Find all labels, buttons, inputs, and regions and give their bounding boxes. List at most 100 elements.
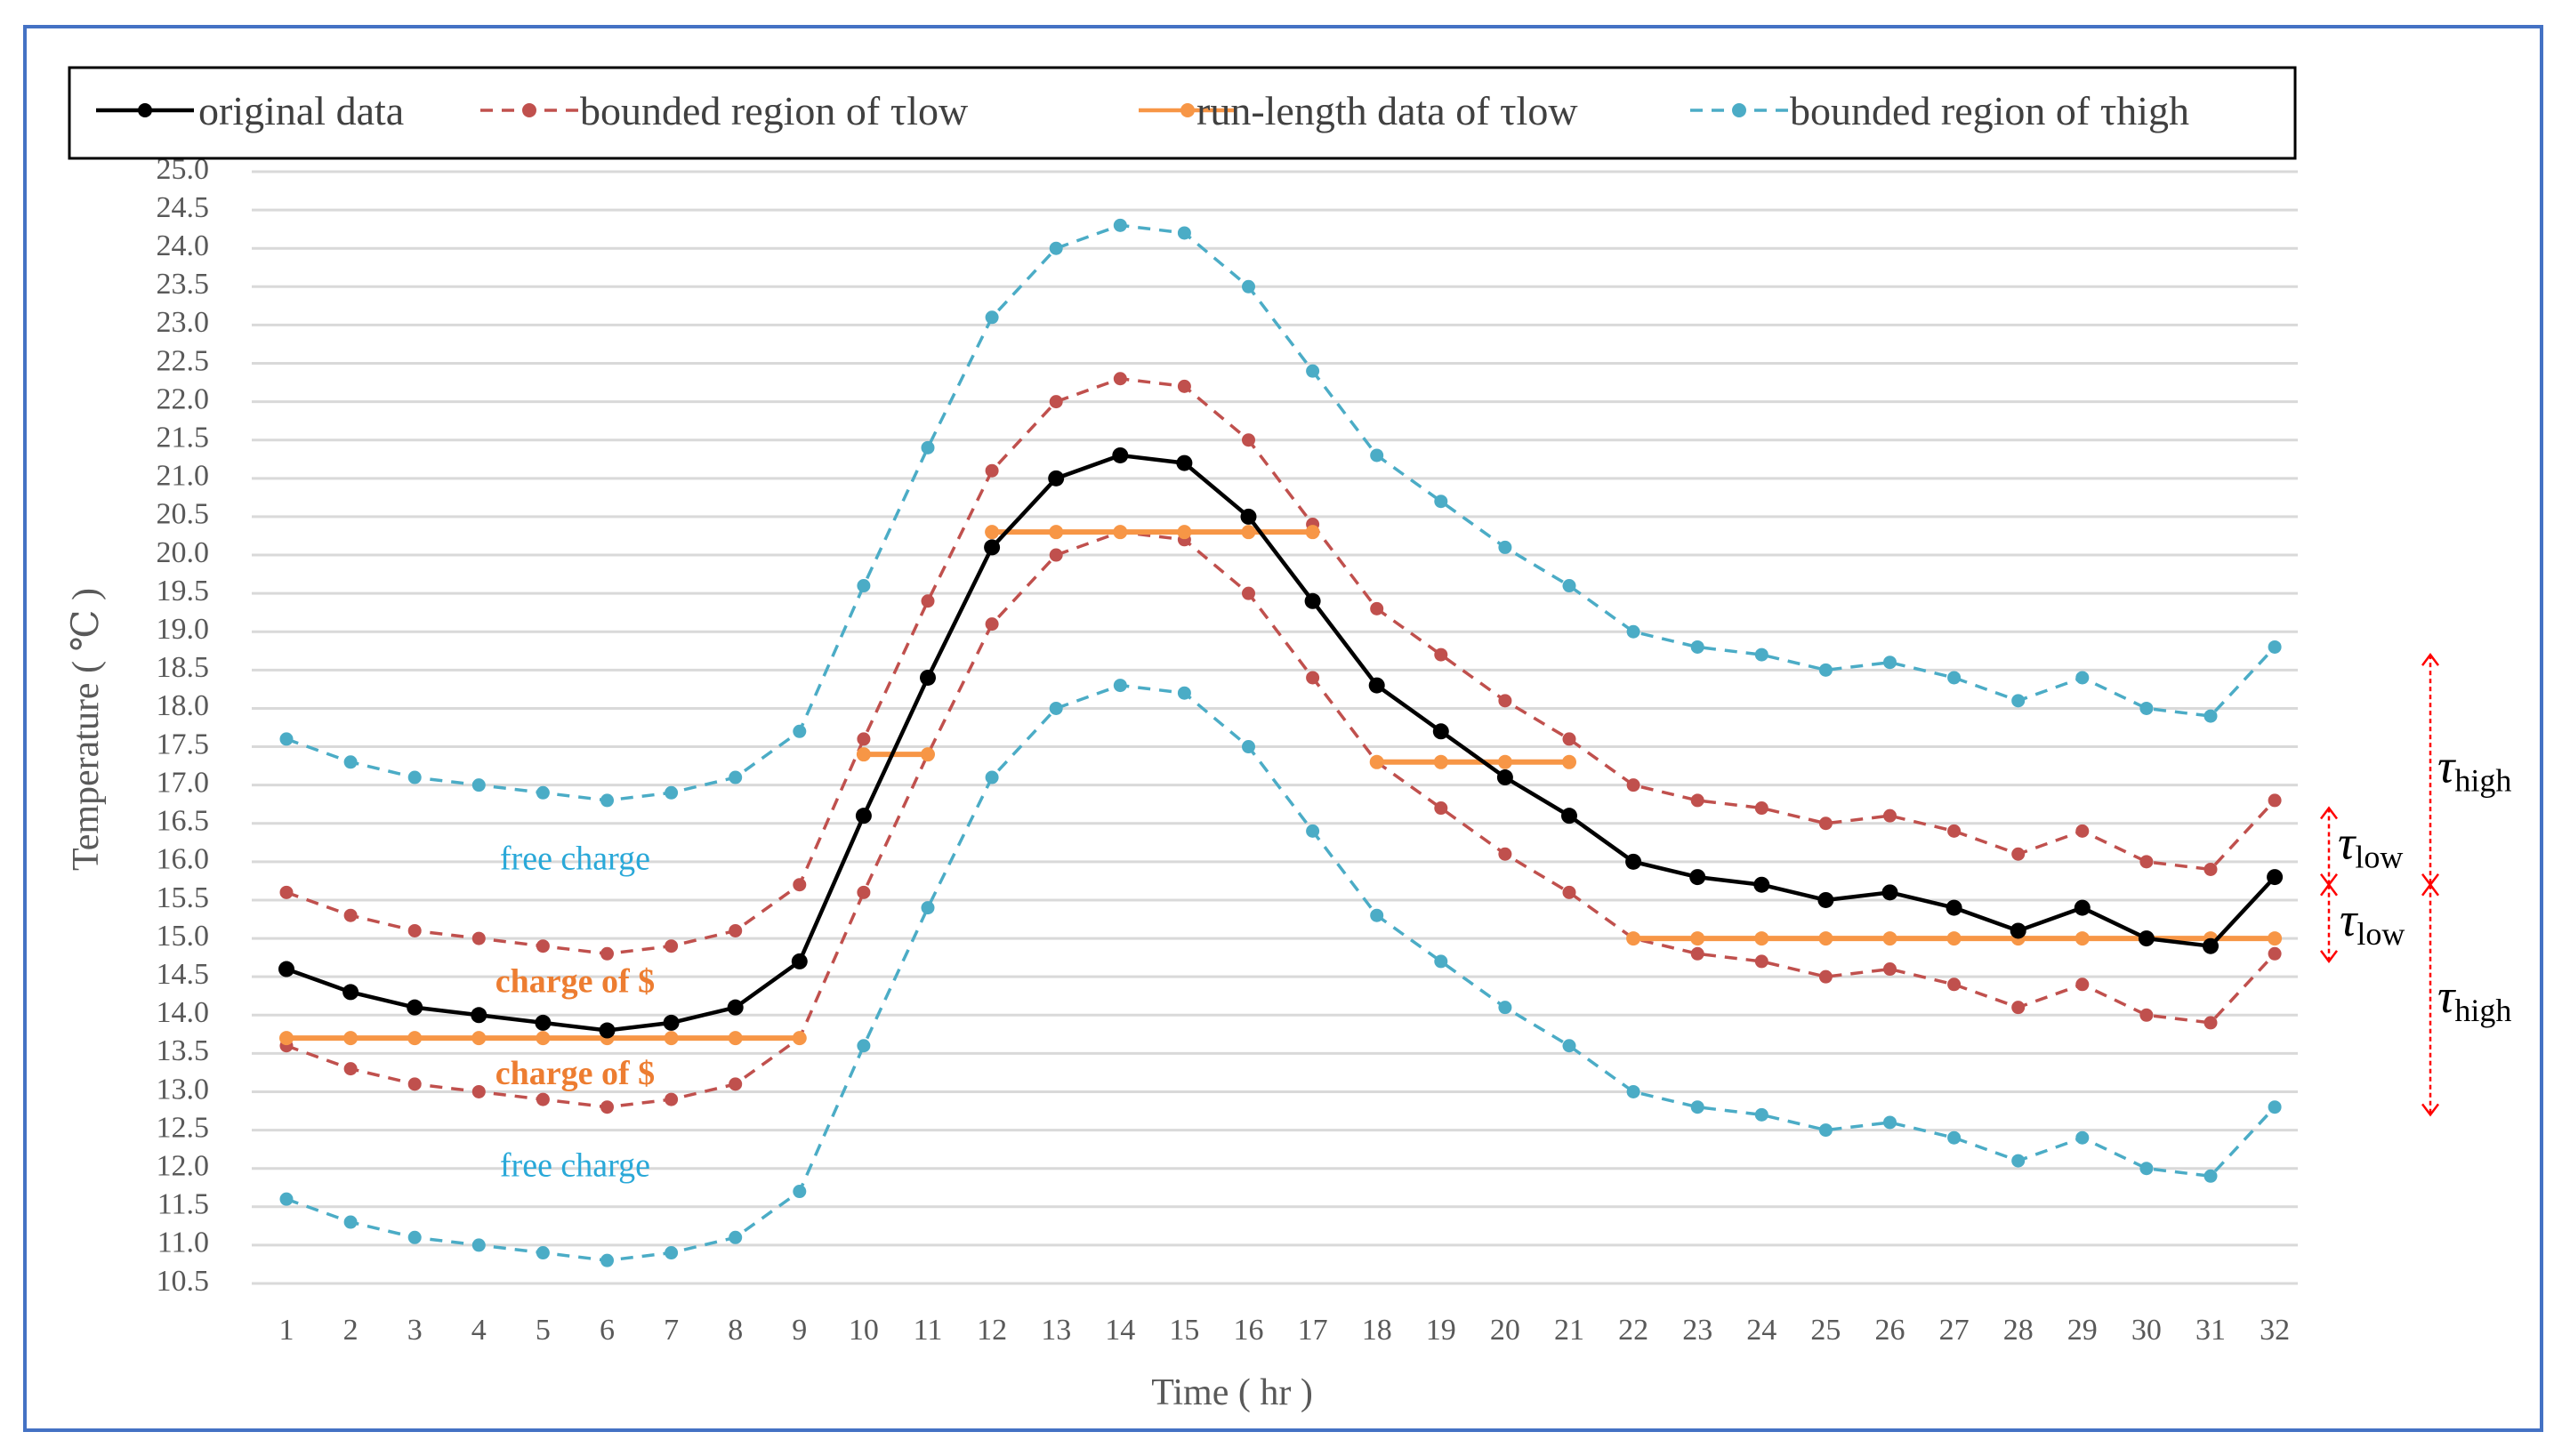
tau-label: τhigh xyxy=(2437,739,2511,798)
tau-high-bound-point xyxy=(1498,1001,1512,1015)
original-data-point xyxy=(2074,899,2091,916)
legend-label: bounded region of τhigh xyxy=(1790,88,2189,133)
tau-high-bound-point xyxy=(343,755,358,769)
tau-high-bound-point xyxy=(536,1246,550,1260)
tau-low-bound-point xyxy=(729,1077,743,1091)
tau-high-bound-point xyxy=(279,1192,294,1206)
tau-high-bound-point xyxy=(985,770,999,784)
tau-low-bound-point xyxy=(2011,847,2026,861)
run-length-point xyxy=(536,1031,551,1046)
tau-low-bound-point xyxy=(2203,862,2218,876)
tau-low-bound-point xyxy=(471,1084,486,1098)
y-axis-title: Temperature ( ℃ ) xyxy=(66,588,107,871)
tau-high-bound-point xyxy=(1626,1084,1640,1098)
tau-high-bound-point xyxy=(1562,579,1576,593)
run-length-point xyxy=(792,1031,807,1046)
tau-low-bound-lower-line xyxy=(286,530,2276,1109)
arrow-head xyxy=(2320,950,2338,964)
tau-high-bound-point xyxy=(1177,226,1191,240)
y-tick-label: 13.5 xyxy=(157,1034,210,1067)
tau-low-bound-point xyxy=(2075,824,2090,838)
run-length-point xyxy=(1754,931,1769,946)
tau-low-bound-point xyxy=(2268,946,2282,961)
tau-low-bound-point xyxy=(1947,977,1962,992)
tau-high-bound-point xyxy=(2011,1154,2026,1168)
tau-high-bound-point xyxy=(729,770,743,784)
run-length-point xyxy=(1241,525,1256,540)
x-tick-label: 2 xyxy=(343,1314,359,1347)
run-length-point xyxy=(2075,931,2090,946)
tau-high-bound-point xyxy=(665,1246,679,1260)
run-length-point xyxy=(1049,525,1064,540)
tau-low-bound-point xyxy=(1306,671,1320,685)
arrow-head xyxy=(2320,806,2338,820)
series-layer xyxy=(278,218,2284,1267)
original-data-point xyxy=(342,984,359,1001)
tau-low-bound-point xyxy=(1434,801,1448,816)
run-length-point xyxy=(1882,931,1897,946)
tau-high-bound-point xyxy=(600,793,614,808)
tau-high-bound-point xyxy=(1883,1115,1897,1130)
tau-high-bound-point xyxy=(1562,1039,1576,1053)
original-data-point xyxy=(1368,677,1385,694)
tau-low-bound-point xyxy=(1049,395,1063,409)
tau-high-bound-point xyxy=(1754,648,1768,662)
y-tick-label: 18.0 xyxy=(157,689,210,722)
tau-label: τlow xyxy=(2338,816,2403,875)
original-data-point xyxy=(984,539,1001,556)
y-tick-label: 23.5 xyxy=(157,268,210,301)
tau-high-bound-point xyxy=(1049,701,1063,715)
tau-high-bound-point xyxy=(1947,1130,1962,1145)
tau-high-bound-point xyxy=(2268,1100,2282,1114)
run-length-point xyxy=(1946,931,1962,946)
y-tick-label: 22.5 xyxy=(157,344,210,377)
legend-label: original data xyxy=(198,88,404,133)
y-tick-label: 20.0 xyxy=(157,536,210,569)
tau-low-bound-point xyxy=(1049,548,1063,562)
x-tick-label: 20 xyxy=(1490,1314,1520,1347)
tau-low-bound-point xyxy=(407,923,422,937)
x-tick-label: 7 xyxy=(664,1314,679,1347)
x-tick-label: 21 xyxy=(1554,1314,1584,1347)
x-tick-label: 4 xyxy=(471,1314,487,1347)
original-data-point xyxy=(407,999,423,1016)
tau-low-bound-point xyxy=(1370,601,1384,615)
tau-low-bound-point xyxy=(729,923,743,937)
y-tick-label: 11.5 xyxy=(157,1188,209,1221)
tau-low-bound-point xyxy=(2075,977,2090,992)
original-data-point xyxy=(663,1014,680,1031)
x-tick-label: 27 xyxy=(1939,1314,1970,1347)
y-tick-label: 16.5 xyxy=(157,805,210,838)
legend-label: run-length data of τlow xyxy=(1196,88,1578,133)
x-tick-label: 5 xyxy=(536,1314,551,1347)
tau-high-bound-point xyxy=(2203,1169,2218,1183)
tau-high-bound-point xyxy=(1690,1100,1704,1114)
tau-high-bound-point xyxy=(407,770,422,784)
x-tick-label: 18 xyxy=(1362,1314,1392,1347)
tau-high-bound-point xyxy=(1370,448,1384,463)
tau-low-bound-point xyxy=(1177,379,1191,393)
tau-low-bound-point xyxy=(985,617,999,631)
original-data-point xyxy=(1817,891,1834,908)
tau-low-bound-point xyxy=(1818,969,1833,984)
tau-high-bound-point xyxy=(665,785,679,800)
tau-high-bound-point xyxy=(1883,656,1897,670)
x-tick-label: 31 xyxy=(2195,1314,2226,1347)
tau-high-bound-point xyxy=(1242,740,1255,754)
y-tick-label: 15.5 xyxy=(157,881,210,914)
y-tick-label: 15.0 xyxy=(157,920,210,953)
run-length-point xyxy=(1626,931,1641,946)
tau-high-bound-point xyxy=(1818,663,1833,677)
free-charge-label: free charge xyxy=(500,841,650,878)
y-tick-label: 24.0 xyxy=(157,229,210,262)
original-data-point xyxy=(727,999,744,1016)
original-data-point xyxy=(1496,769,1513,786)
tau-high-bound-point xyxy=(1242,279,1255,294)
x-tick-label: 22 xyxy=(1618,1314,1648,1347)
tau-low-bound-point xyxy=(1498,847,1512,861)
tau-low-bound-point xyxy=(600,946,614,961)
tau-low-bound-point xyxy=(1754,954,1768,969)
run-length-point xyxy=(1433,754,1448,769)
tau-high-bound-point xyxy=(1049,241,1063,255)
run-length-point xyxy=(1113,525,1128,540)
